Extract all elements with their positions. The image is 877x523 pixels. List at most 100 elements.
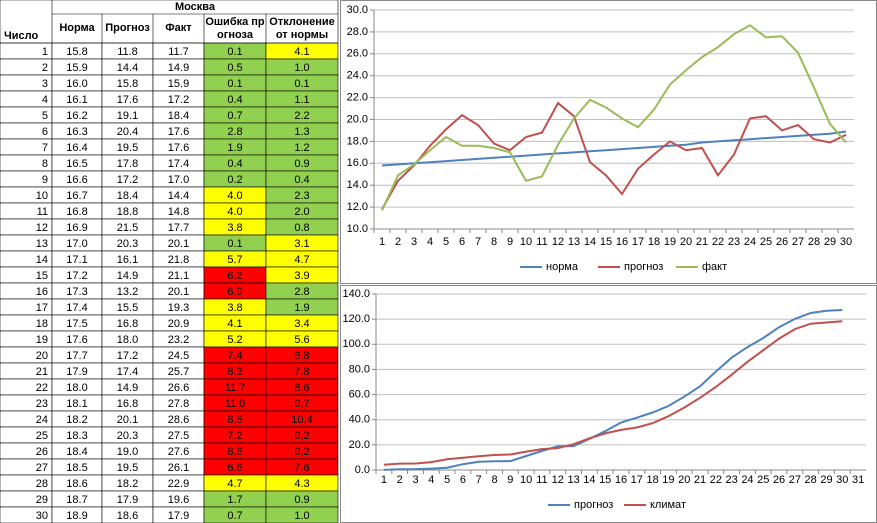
cell-text: 28.6: [168, 414, 189, 426]
x-tick-label: 11: [536, 474, 547, 486]
cell-text: 1.3: [294, 126, 309, 138]
cell-text: 29: [36, 494, 48, 506]
cell-text: 15.8: [117, 78, 138, 90]
cell-text: 20: [36, 350, 48, 362]
cell-text: 4.7: [294, 254, 309, 266]
x-tick-label: 25: [757, 474, 769, 486]
column-header-text: Отклонение от нормы: [269, 15, 335, 41]
cell-text: 3.4: [294, 318, 309, 330]
cell-text: 14.9: [117, 270, 138, 282]
x-tick-label: 28: [805, 474, 817, 486]
x-tick-label: 19: [662, 474, 674, 486]
cell-text: 17.7: [168, 222, 189, 234]
column-header: Прогноз: [105, 22, 150, 34]
cell-text: 16.3: [66, 126, 87, 138]
cell-text: 4.3: [294, 478, 309, 490]
cell-text: 16.9: [66, 222, 87, 234]
cell-text: 12: [36, 222, 48, 234]
column-header-text: Число: [4, 30, 39, 42]
cell-text: 3.8: [227, 222, 242, 234]
cell-text: 1.0: [294, 62, 309, 74]
x-tick-label: 10: [520, 236, 532, 248]
x-tick-label: 7: [476, 474, 482, 486]
cell-text: 0.7: [227, 510, 242, 522]
y-tick-label: 120.0: [342, 313, 370, 325]
cell-text: 15.5: [117, 302, 138, 314]
cell-text: 17: [36, 302, 48, 314]
cell-text: 13: [36, 238, 48, 250]
cell-text: 1.7: [227, 494, 242, 506]
x-tick-label: 13: [567, 474, 579, 486]
cell-text: 11.7: [225, 382, 246, 394]
cell-text: 18.7: [66, 494, 87, 506]
cell-text: 2.0: [294, 206, 309, 218]
cell-text: 27.8: [168, 398, 189, 410]
cell-text: 16.0: [66, 78, 87, 90]
cell-text: 19: [36, 334, 48, 346]
x-tick-label: 4: [427, 236, 433, 248]
cell-text: 8.6: [227, 446, 242, 458]
x-tick-label: 16: [616, 236, 628, 248]
column-header: Факт: [165, 22, 192, 34]
y-tick-label: 16.0: [347, 157, 368, 169]
column-header: Ошибка прогноза: [205, 16, 264, 41]
cell-text: 27.6: [168, 446, 189, 458]
cell-text: 18.8: [117, 206, 138, 218]
cell-text: 5: [42, 110, 48, 122]
cell-text: 19.3: [168, 302, 189, 314]
x-tick-label: 5: [444, 474, 450, 486]
y-tick-label: 30.0: [347, 4, 368, 16]
cell-text: 24.5: [168, 350, 189, 362]
x-tick-label: 23: [728, 236, 740, 248]
cell-text: 16.1: [66, 94, 87, 106]
x-tick-label: 29: [820, 474, 832, 486]
x-tick-label: 2: [397, 474, 403, 486]
cell-text: 21.8: [168, 254, 189, 266]
cell-text: 3: [42, 78, 48, 90]
cell-text: 17.1: [66, 254, 87, 266]
cell-text: 9: [42, 174, 48, 186]
cell: [265, 506, 339, 523]
cell-text: 2.2: [294, 110, 309, 122]
cell-text: 19.5: [117, 142, 138, 154]
cell-text: 10: [36, 190, 48, 202]
x-tick-label: 21: [694, 474, 706, 486]
x-tick-label: 10: [520, 474, 532, 486]
cell-text: 0.9: [294, 494, 309, 506]
cell-text: 11: [37, 206, 48, 218]
cell-text: 20.4: [117, 126, 138, 138]
column-header-text: Факт: [165, 22, 192, 34]
cell-text: 3.1: [294, 238, 309, 250]
y-tick-label: 20.0: [349, 439, 370, 451]
cell-text: 2.8: [294, 286, 309, 298]
cell-text: 16.6: [66, 174, 87, 186]
cell-text: 20.9: [168, 318, 189, 330]
cell-text: 18.6: [117, 510, 138, 522]
cell-text: 7: [42, 142, 48, 154]
column-header: Число: [4, 30, 39, 42]
cell-text: 17.9: [117, 494, 138, 506]
x-tick-label: 24: [744, 236, 756, 248]
cell-text: 4: [42, 94, 48, 106]
cell-text: 18.2: [66, 414, 87, 426]
cell-text: 17.0: [168, 174, 189, 186]
x-tick-label: 30: [840, 236, 852, 248]
legend-label: климат: [650, 499, 686, 511]
y-tick-label: 40.0: [349, 414, 370, 426]
cell-text: 14.9: [117, 382, 138, 394]
cell-text: 17.8: [117, 158, 138, 170]
cell-text: 21: [36, 366, 48, 378]
y-tick-label: 80.0: [349, 363, 370, 375]
cell-text: 9.2: [294, 430, 309, 442]
cell-text: 5.7: [227, 254, 242, 266]
x-tick-label: 16: [615, 474, 627, 486]
cell-text: 8.6: [294, 382, 309, 394]
x-tick-label: 25: [760, 236, 772, 248]
x-tick-label: 14: [584, 236, 596, 248]
cell-text: 11.8: [117, 46, 138, 58]
cell-text: 5.2: [227, 334, 242, 346]
cell-text: 18.1: [66, 398, 87, 410]
cell-text: 15: [36, 270, 48, 282]
